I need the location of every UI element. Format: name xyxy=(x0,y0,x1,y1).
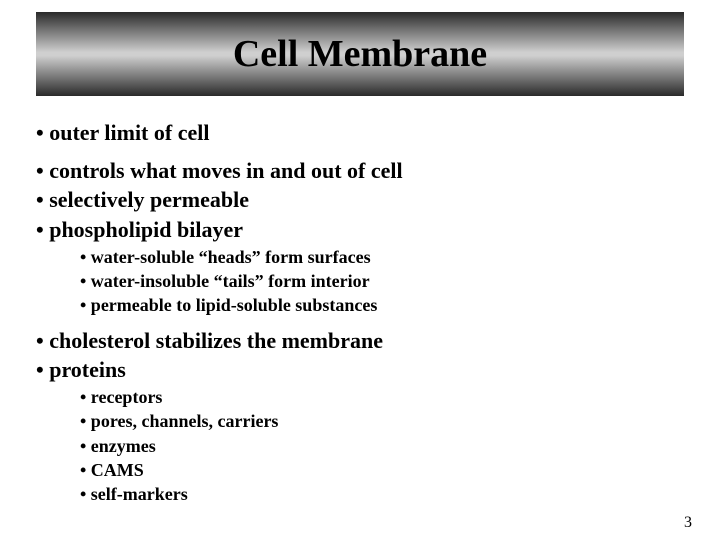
subbullet-lipid-soluble: • permeable to lipid-soluble substances xyxy=(80,293,684,317)
slide-title: Cell Membrane xyxy=(233,32,487,76)
bullet-controls: • controls what moves in and out of cell xyxy=(36,156,684,186)
content-area: • outer limit of cell • controls what mo… xyxy=(0,96,720,507)
page-number: 3 xyxy=(684,514,692,532)
subbullet-heads: • water-soluble “heads” form surfaces xyxy=(80,245,684,269)
subbullet-enzymes: • enzymes xyxy=(80,434,684,458)
subbullet-tails: • water-insoluble “tails” form interior xyxy=(80,269,684,293)
bullet-proteins: • proteins xyxy=(36,355,684,385)
bullet-cholesterol: • cholesterol stabilizes the membrane xyxy=(36,326,684,356)
title-bar: Cell Membrane xyxy=(36,12,684,96)
bullet-phospholipid: • phospholipid bilayer xyxy=(36,215,684,245)
subbullet-receptors: • receptors xyxy=(80,385,684,409)
subbullet-pores: • pores, channels, carriers xyxy=(80,409,684,433)
subbullet-cams: • CAMS xyxy=(80,458,684,482)
subbullet-self-markers: • self-markers xyxy=(80,482,684,506)
bullet-permeable: • selectively permeable xyxy=(36,185,684,215)
bullet-outer-limit: • outer limit of cell xyxy=(36,118,684,148)
